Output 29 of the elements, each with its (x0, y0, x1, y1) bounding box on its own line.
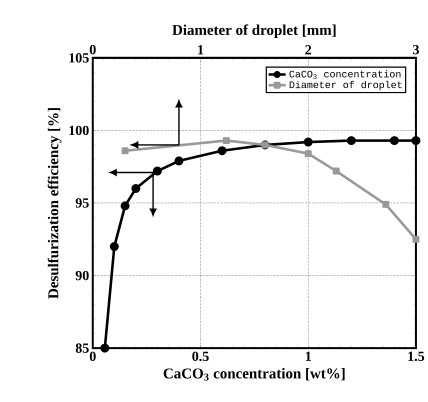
y-tick-label: 105 (69, 53, 89, 63)
point (120, 201, 130, 210)
x2-tick-label: 3 (412, 44, 419, 54)
x-tick-label: 1 (306, 352, 311, 361)
point (218, 146, 227, 156)
x-tick-label: 0 (90, 352, 96, 362)
x-tick-label: 0.5 (192, 352, 209, 362)
x2-axis-title: Diameter of droplet [mm] (172, 24, 336, 38)
x-tick-label: 1.5 (408, 352, 424, 362)
point (152, 166, 162, 176)
y-tick-label: 90 (76, 270, 89, 280)
point (174, 156, 184, 166)
y-tick-label: 100 (69, 126, 89, 136)
point (346, 136, 356, 146)
legend-label: Diameter of droplet (290, 80, 402, 90)
point (131, 184, 140, 193)
y-axis-title: Desulfurization efficiency [%] (48, 108, 62, 299)
y-tick-label: 85 (76, 343, 89, 353)
point (304, 138, 313, 147)
point (110, 242, 119, 252)
x2-tick-label: 0 (90, 44, 96, 54)
x-axis-title: CaCO$_{3}$ concentration [wt%] (164, 368, 345, 381)
point (100, 344, 110, 353)
legend-label: CaCO$_{3}$ concentration (289, 70, 400, 79)
point (390, 136, 399, 146)
x2-tick-label: 1 (198, 45, 204, 54)
point (411, 136, 420, 146)
x2-tick-label: 2 (305, 45, 312, 54)
y-tick-label: 95 (76, 198, 89, 208)
